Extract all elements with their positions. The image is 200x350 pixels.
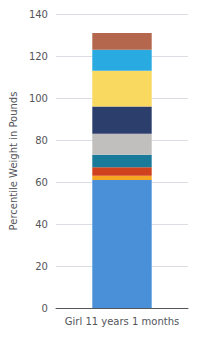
svg-text:0: 0 <box>42 303 48 314</box>
svg-text:80: 80 <box>35 135 48 146</box>
svg-text:100: 100 <box>29 93 48 104</box>
svg-text:Percentile Weight in Pounds: Percentile Weight in Pounds <box>8 92 19 231</box>
svg-text:140: 140 <box>29 9 48 20</box>
svg-text:Girl 11 years 1 months: Girl 11 years 1 months <box>65 316 179 327</box>
svg-text:20: 20 <box>35 261 48 272</box>
svg-text:60: 60 <box>35 177 48 188</box>
svg-text:120: 120 <box>29 51 48 62</box>
svg-text:40: 40 <box>35 219 48 230</box>
